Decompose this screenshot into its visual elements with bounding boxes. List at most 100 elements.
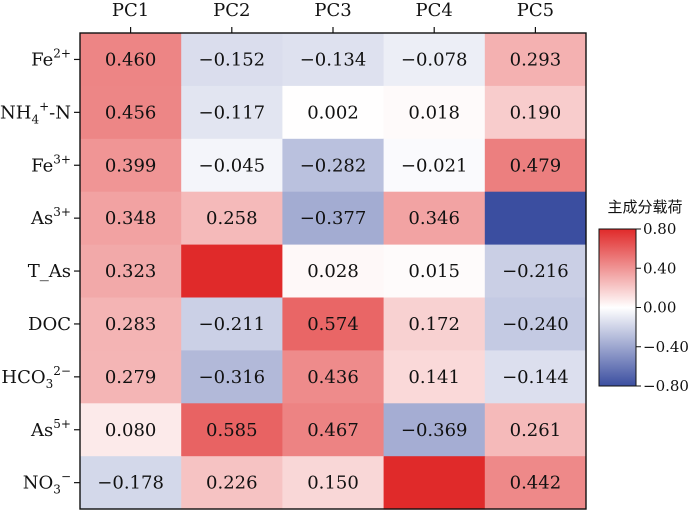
cell-value-label: 0.479	[510, 155, 562, 176]
heatmap-cell	[181, 297, 283, 351]
cell-value-label: −0.134	[300, 49, 367, 70]
heatmap-cell	[80, 191, 182, 246]
heatmap-cell	[383, 297, 486, 351]
heatmap-cell	[181, 403, 283, 457]
column-label: PC2	[213, 0, 250, 21]
cell-value-label: −0.216	[502, 261, 569, 282]
heatmap-cell	[282, 191, 385, 246]
heatmap-cell	[181, 350, 283, 404]
cell-value-label: 0.348	[105, 208, 157, 229]
heatmap-cell	[383, 138, 486, 193]
heatmap-cell	[80, 350, 182, 404]
cell-value-label: −0.117	[198, 102, 265, 123]
heatmap-cell	[282, 244, 385, 298]
cell-value-label: −0.078	[401, 49, 468, 70]
row-label: Fe3+	[31, 152, 71, 176]
cell-value-label: −0.152	[198, 49, 265, 70]
cell-value-label: 0.399	[105, 155, 157, 176]
cell-value-label: 0.460	[105, 49, 157, 70]
cell-value-label: −0.211	[198, 314, 265, 335]
heatmap-cell	[484, 85, 587, 140]
cell-value-label: 0.436	[307, 367, 359, 388]
colorbar-tick-label: 0.40	[643, 259, 676, 277]
cell-value-label: −0.021	[401, 155, 468, 176]
heatmap-cell	[383, 403, 486, 457]
heatmap-cell	[80, 138, 182, 193]
column-label: PC1	[112, 0, 149, 21]
column-label: PC5	[517, 0, 554, 21]
heatmap-cell	[383, 244, 486, 298]
heatmap-cell	[484, 244, 587, 298]
cell-value-label: −0.316	[198, 367, 265, 388]
row-label: NH4+-N	[0, 99, 71, 126]
row-label: As5+	[30, 417, 71, 441]
cell-value-label: 0.015	[408, 261, 460, 282]
row-label: T_As	[28, 261, 71, 282]
heatmap-cell	[181, 191, 283, 246]
heatmap-cell	[383, 350, 486, 404]
heatmap-cell	[282, 85, 385, 140]
row-label: HCO32−	[1, 364, 71, 391]
heatmap-cell	[484, 297, 587, 351]
column-label: PC4	[416, 0, 453, 21]
heatmap-cell	[383, 33, 486, 87]
heatmap-cell	[282, 403, 385, 457]
heatmap-cell	[383, 456, 486, 510]
heatmap-cell	[181, 456, 283, 510]
heatmap-cell	[80, 244, 182, 298]
cell-value-label: 0.018	[408, 102, 460, 123]
cell-value-label: −0.045	[198, 155, 265, 176]
row-label: As3+	[30, 205, 71, 229]
heatmap-cell	[484, 350, 587, 404]
colorbar-gradient	[598, 228, 637, 387]
cell-value-label: 0.150	[307, 473, 359, 494]
cell-value-label: 0.080	[105, 420, 157, 441]
heatmap-cell	[181, 85, 283, 140]
cell-value-label: 0.190	[510, 102, 562, 123]
heatmap-cell	[181, 138, 283, 193]
cell-value-label: 0.261	[510, 420, 562, 441]
heatmap-cell	[80, 297, 182, 351]
plot-frame	[79, 32, 587, 510]
colorbar-ticks: 0.80 0.40 0.00 −0.40 −0.80	[636, 220, 689, 395]
heatmap-cell	[484, 456, 587, 510]
cell-value-label: 0.323	[105, 261, 157, 282]
heatmap-cell	[484, 138, 587, 193]
heatmap-cell	[282, 33, 385, 87]
cell-value-label: 0.293	[510, 49, 562, 70]
column-axis: PC1 PC2 PC3 PC4 PC5	[112, 0, 554, 33]
colorbar-tick-label: −0.40	[643, 338, 689, 356]
colorbar: 主成分载荷 0.80 0.40 0.00 −0.40 −0.80	[598, 198, 689, 395]
heatmap-cell	[80, 85, 182, 140]
cell-value-label: −0.240	[502, 314, 569, 335]
heatmap-cell	[282, 297, 385, 351]
column-label: PC3	[314, 0, 351, 21]
cell-value-label: 0.467	[307, 420, 359, 441]
heatmap-cell	[484, 191, 587, 246]
cell-value-label: 0.346	[408, 208, 460, 229]
heatmap-cell	[484, 33, 587, 87]
cell-value-label: −0.144	[502, 367, 569, 388]
cell-value-label: 0.258	[206, 208, 258, 229]
cell-value-label: 0.002	[307, 102, 359, 123]
colorbar-tick-label: 0.00	[643, 299, 676, 317]
cell-value-label: 0.574	[307, 314, 359, 335]
heatmap-cell	[282, 350, 385, 404]
cell-value-label: 0.456	[105, 102, 157, 123]
heatmap-cell	[383, 85, 486, 140]
heatmap-cell	[282, 456, 385, 510]
colorbar-tick-label: −0.80	[643, 377, 689, 395]
heatmap-cells	[80, 33, 587, 510]
heatmap-cell	[181, 33, 283, 87]
cell-value-labels: 0.460 −0.152 −0.134 −0.078 0.293 0.456 −0.117 0…	[97, 49, 568, 493]
colorbar-tick-label: 0.80	[643, 220, 676, 238]
colorbar-title: 主成分载荷	[607, 198, 682, 216]
cell-value-label: 0.141	[408, 367, 460, 388]
cell-value-label: 0.442	[510, 473, 562, 494]
cell-value-label: 0.585	[206, 420, 258, 441]
heatmap-cell	[282, 138, 385, 193]
heatmap-cell	[80, 33, 182, 87]
row-label: DOC	[28, 314, 71, 335]
cell-value-label: 0.279	[105, 367, 157, 388]
